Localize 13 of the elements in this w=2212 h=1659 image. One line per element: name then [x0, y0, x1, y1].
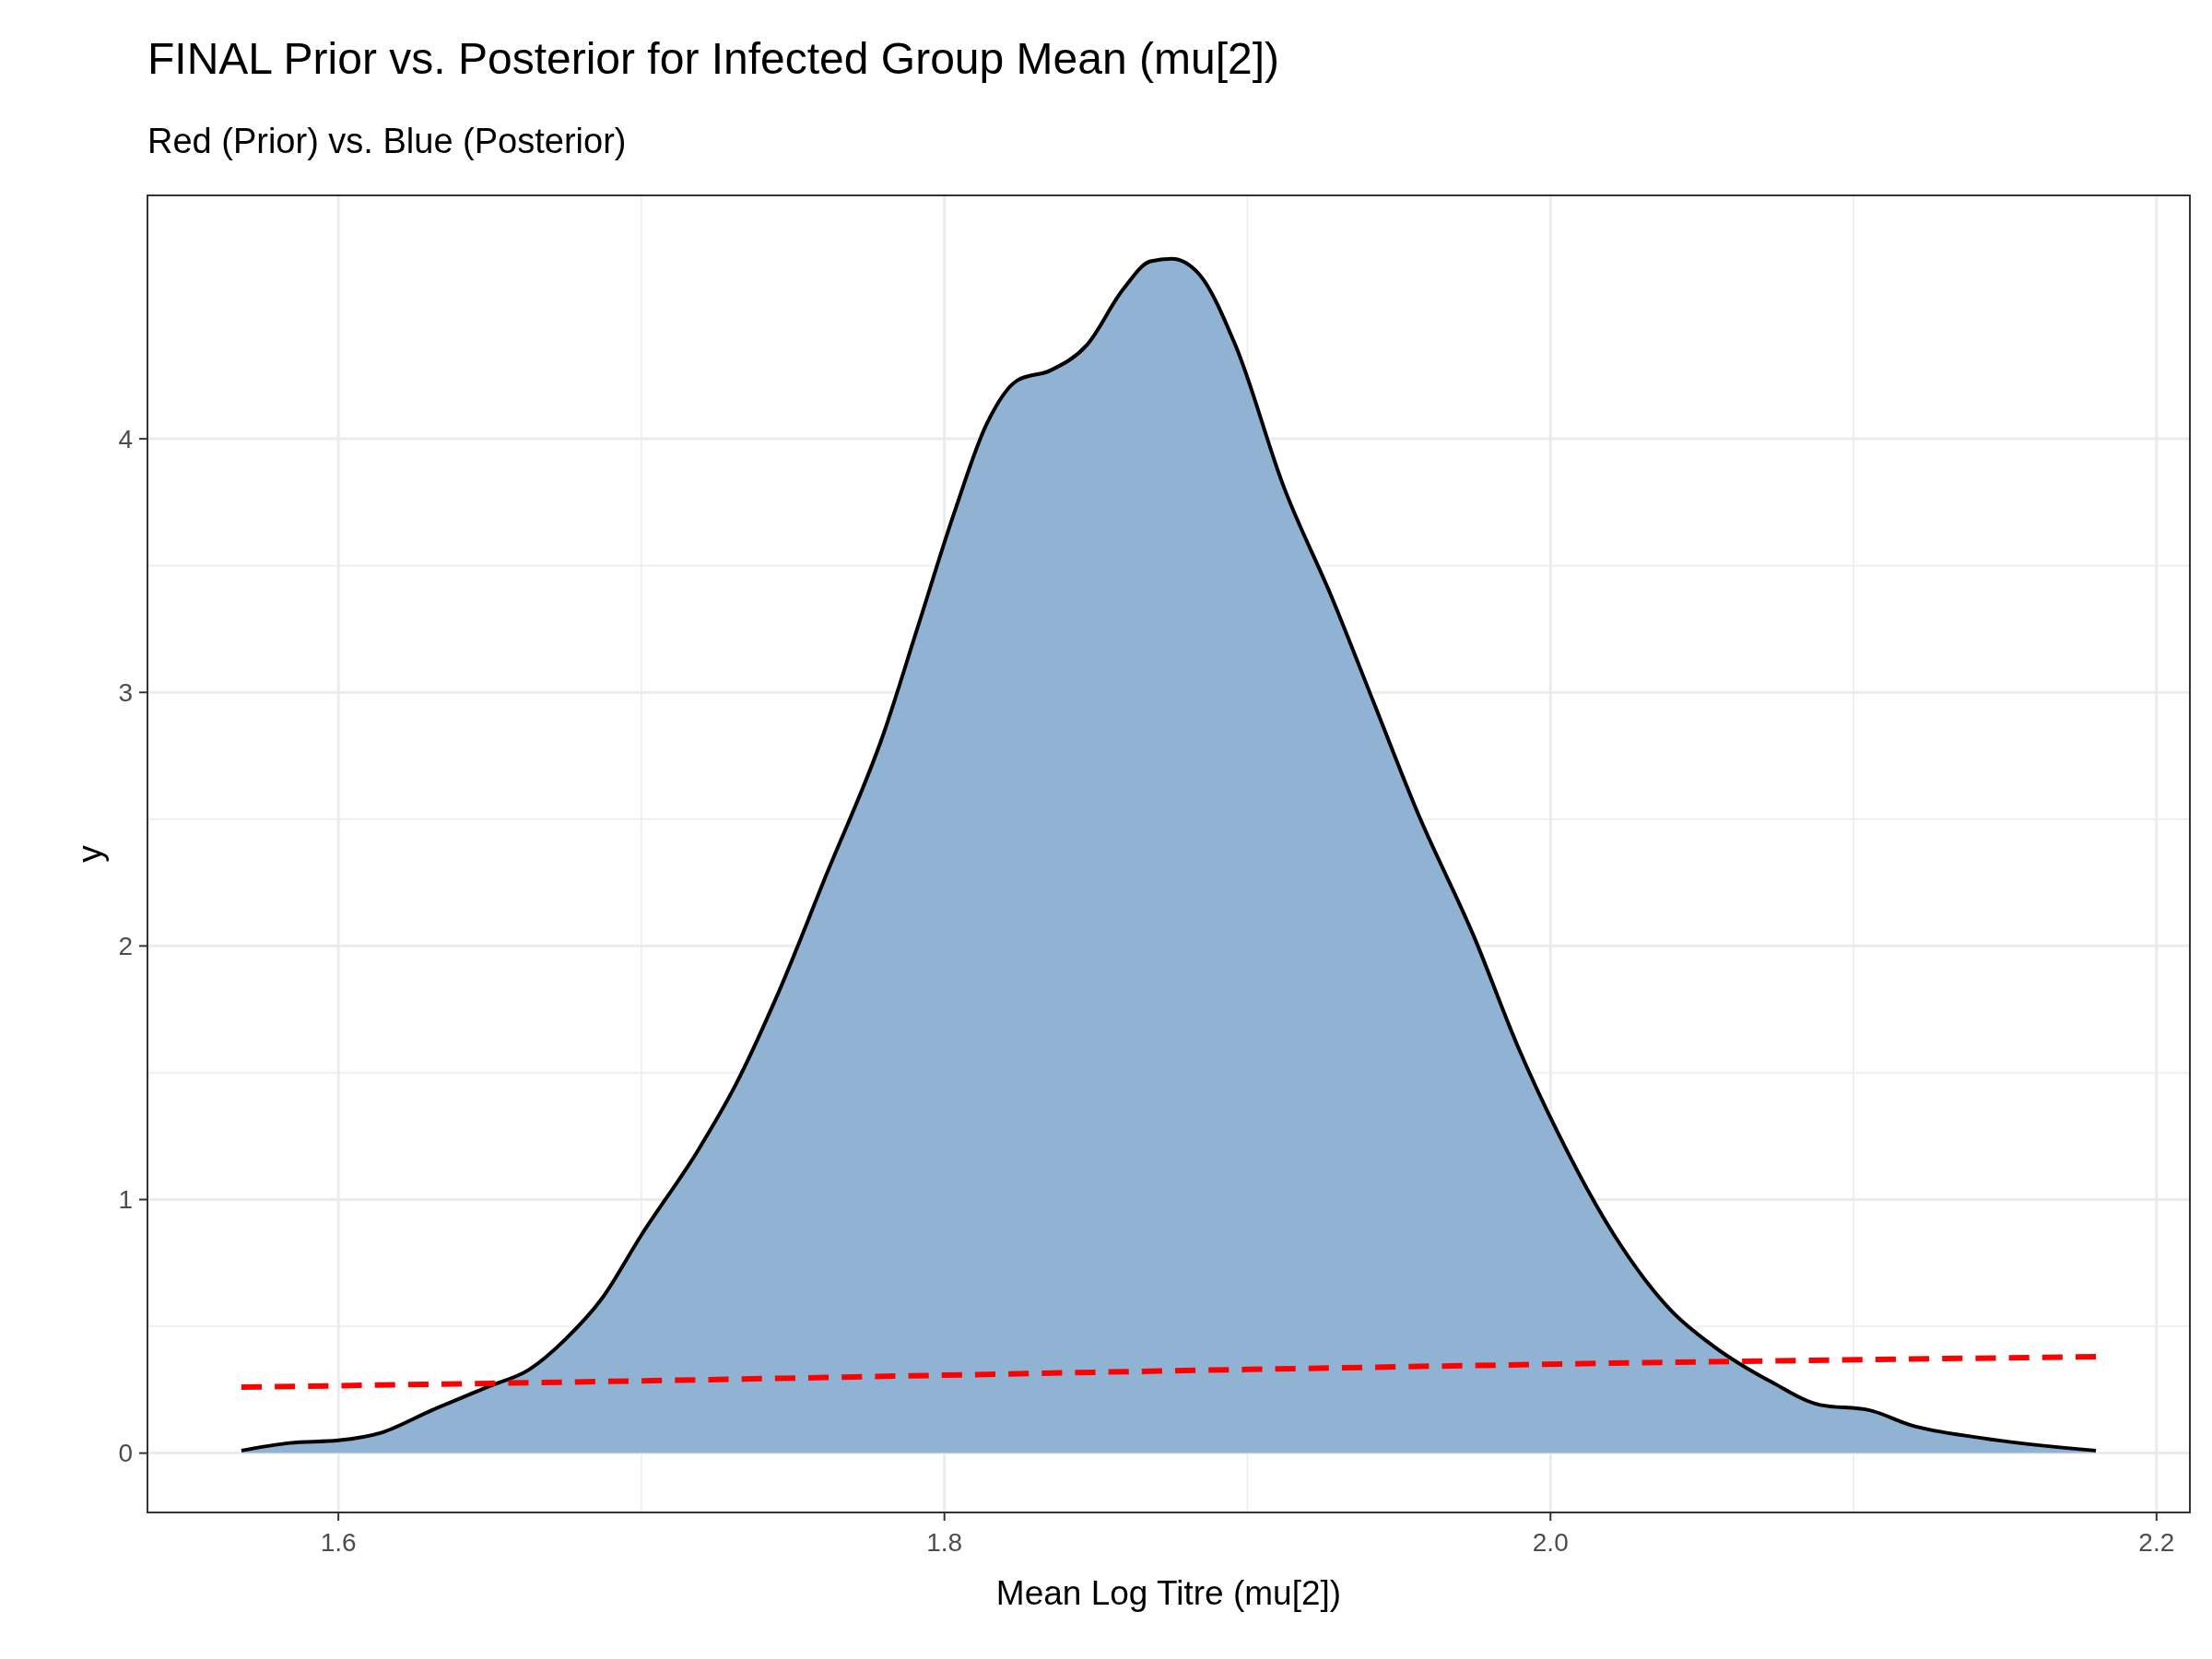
x-axis-title: Mean Log Titre (mu[2]) — [995, 1574, 1342, 1612]
chart-title: FINAL Prior vs. Posterior for Infected Group Mean (mu[2]) — [147, 34, 1279, 83]
y-axis-title: y — [71, 844, 109, 863]
y-tick-label: 4 — [118, 424, 133, 453]
y-tick-label: 1 — [118, 1185, 133, 1215]
chart-subtitle: Red (Prior) vs. Blue (Posterior) — [147, 122, 627, 160]
x-tick-label: 2.0 — [1532, 1528, 1569, 1557]
x-tick-label: 1.6 — [320, 1528, 357, 1557]
y-tick-label: 0 — [118, 1439, 133, 1468]
y-tick-label: 3 — [118, 678, 133, 708]
x-tick-label: 2.2 — [2138, 1528, 2175, 1557]
y-tick-label: 2 — [118, 932, 133, 961]
x-tick-label: 1.8 — [926, 1528, 963, 1557]
